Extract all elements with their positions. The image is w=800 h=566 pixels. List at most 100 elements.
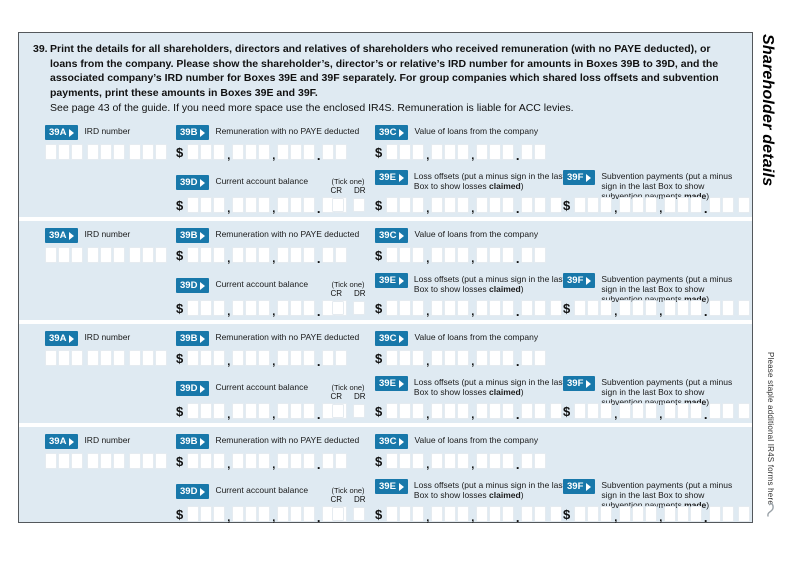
- digit-cell[interactable]: [550, 197, 563, 214]
- digit-cell[interactable]: [142, 350, 154, 367]
- digit-cell[interactable]: [200, 247, 213, 264]
- digit-cell[interactable]: [457, 300, 470, 317]
- digit-cell[interactable]: [399, 403, 412, 420]
- digit-cell[interactable]: [431, 403, 444, 420]
- cr-tick-box[interactable]: [331, 198, 344, 213]
- digit-cell[interactable]: [232, 144, 245, 161]
- digit-cell[interactable]: [200, 350, 213, 367]
- digit-cell[interactable]: [645, 197, 658, 214]
- digit-cell[interactable]: [71, 247, 83, 264]
- digit-cell[interactable]: [399, 506, 412, 523]
- digit-cell[interactable]: [677, 197, 690, 214]
- digit-cell[interactable]: [412, 453, 425, 470]
- digit-cell[interactable]: [258, 247, 271, 264]
- digit-cell[interactable]: [258, 403, 271, 420]
- digit-cell[interactable]: [412, 300, 425, 317]
- digit-cell[interactable]: [521, 247, 534, 264]
- digit-cell[interactable]: [322, 247, 335, 264]
- digit-cell[interactable]: [113, 144, 125, 161]
- digit-cell[interactable]: [87, 247, 99, 264]
- digit-cell[interactable]: [431, 300, 444, 317]
- digit-cell[interactable]: [489, 197, 502, 214]
- digit-cell[interactable]: [386, 300, 399, 317]
- digit-cell[interactable]: [399, 197, 412, 214]
- digit-cell[interactable]: [550, 403, 563, 420]
- digit-cell[interactable]: [574, 197, 587, 214]
- digit-cell[interactable]: [502, 247, 515, 264]
- digit-cell[interactable]: [489, 506, 502, 523]
- dr-tick-box[interactable]: [352, 198, 365, 213]
- digit-cell[interactable]: [277, 197, 290, 214]
- digit-cell[interactable]: [45, 453, 57, 470]
- digit-cell[interactable]: [444, 144, 457, 161]
- digit-cell[interactable]: [502, 403, 515, 420]
- digit-cell[interactable]: [58, 247, 70, 264]
- digit-cell[interactable]: [600, 403, 613, 420]
- digit-cell[interactable]: [476, 144, 489, 161]
- digit-cell[interactable]: [245, 247, 258, 264]
- digit-cell[interactable]: [664, 403, 677, 420]
- digit-cell[interactable]: [632, 403, 645, 420]
- digit-cell[interactable]: [444, 506, 457, 523]
- digit-cell[interactable]: [412, 144, 425, 161]
- digit-cell[interactable]: [690, 197, 703, 214]
- digit-cell[interactable]: [129, 453, 141, 470]
- digit-cell[interactable]: [213, 403, 226, 420]
- digit-cell[interactable]: [87, 144, 99, 161]
- digit-cell[interactable]: [690, 403, 703, 420]
- digit-cell[interactable]: [45, 247, 57, 264]
- digit-cell[interactable]: [129, 247, 141, 264]
- digit-cell[interactable]: [738, 300, 751, 317]
- digit-cell[interactable]: [709, 197, 722, 214]
- digit-cell[interactable]: [200, 403, 213, 420]
- digit-cell[interactable]: [574, 403, 587, 420]
- digit-cell[interactable]: [290, 350, 303, 367]
- digit-cell[interactable]: [632, 506, 645, 523]
- digit-cell[interactable]: [709, 300, 722, 317]
- digit-cell[interactable]: [677, 506, 690, 523]
- digit-cell[interactable]: [155, 453, 167, 470]
- digit-cell[interactable]: [534, 197, 547, 214]
- digit-cell[interactable]: [619, 506, 632, 523]
- digit-cell[interactable]: [600, 197, 613, 214]
- digit-cell[interactable]: [521, 453, 534, 470]
- digit-cell[interactable]: [489, 403, 502, 420]
- digit-cell[interactable]: [534, 506, 547, 523]
- digit-cell[interactable]: [303, 350, 316, 367]
- digit-cell[interactable]: [738, 403, 751, 420]
- digit-cell[interactable]: [399, 247, 412, 264]
- digit-cell[interactable]: [155, 144, 167, 161]
- digit-cell[interactable]: [45, 350, 57, 367]
- digit-cell[interactable]: [444, 247, 457, 264]
- digit-cell[interactable]: [277, 144, 290, 161]
- digit-cell[interactable]: [142, 247, 154, 264]
- digit-cell[interactable]: [489, 350, 502, 367]
- digit-cell[interactable]: [521, 300, 534, 317]
- digit-cell[interactable]: [290, 300, 303, 317]
- digit-cell[interactable]: [457, 403, 470, 420]
- digit-cell[interactable]: [322, 506, 335, 523]
- digit-cell[interactable]: [303, 144, 316, 161]
- digit-cell[interactable]: [277, 506, 290, 523]
- digit-cell[interactable]: [722, 506, 735, 523]
- digit-cell[interactable]: [619, 300, 632, 317]
- digit-cell[interactable]: [709, 403, 722, 420]
- digit-cell[interactable]: [534, 247, 547, 264]
- digit-cell[interactable]: [502, 453, 515, 470]
- digit-cell[interactable]: [277, 247, 290, 264]
- digit-cell[interactable]: [71, 453, 83, 470]
- digit-cell[interactable]: [129, 144, 141, 161]
- digit-cell[interactable]: [322, 144, 335, 161]
- digit-cell[interactable]: [187, 197, 200, 214]
- digit-cell[interactable]: [290, 403, 303, 420]
- digit-cell[interactable]: [664, 506, 677, 523]
- digit-cell[interactable]: [386, 403, 399, 420]
- digit-cell[interactable]: [245, 350, 258, 367]
- digit-cell[interactable]: [245, 197, 258, 214]
- digit-cell[interactable]: [187, 144, 200, 161]
- digit-cell[interactable]: [213, 350, 226, 367]
- digit-cell[interactable]: [722, 300, 735, 317]
- digit-cell[interactable]: [245, 300, 258, 317]
- digit-cell[interactable]: [322, 453, 335, 470]
- digit-cell[interactable]: [632, 197, 645, 214]
